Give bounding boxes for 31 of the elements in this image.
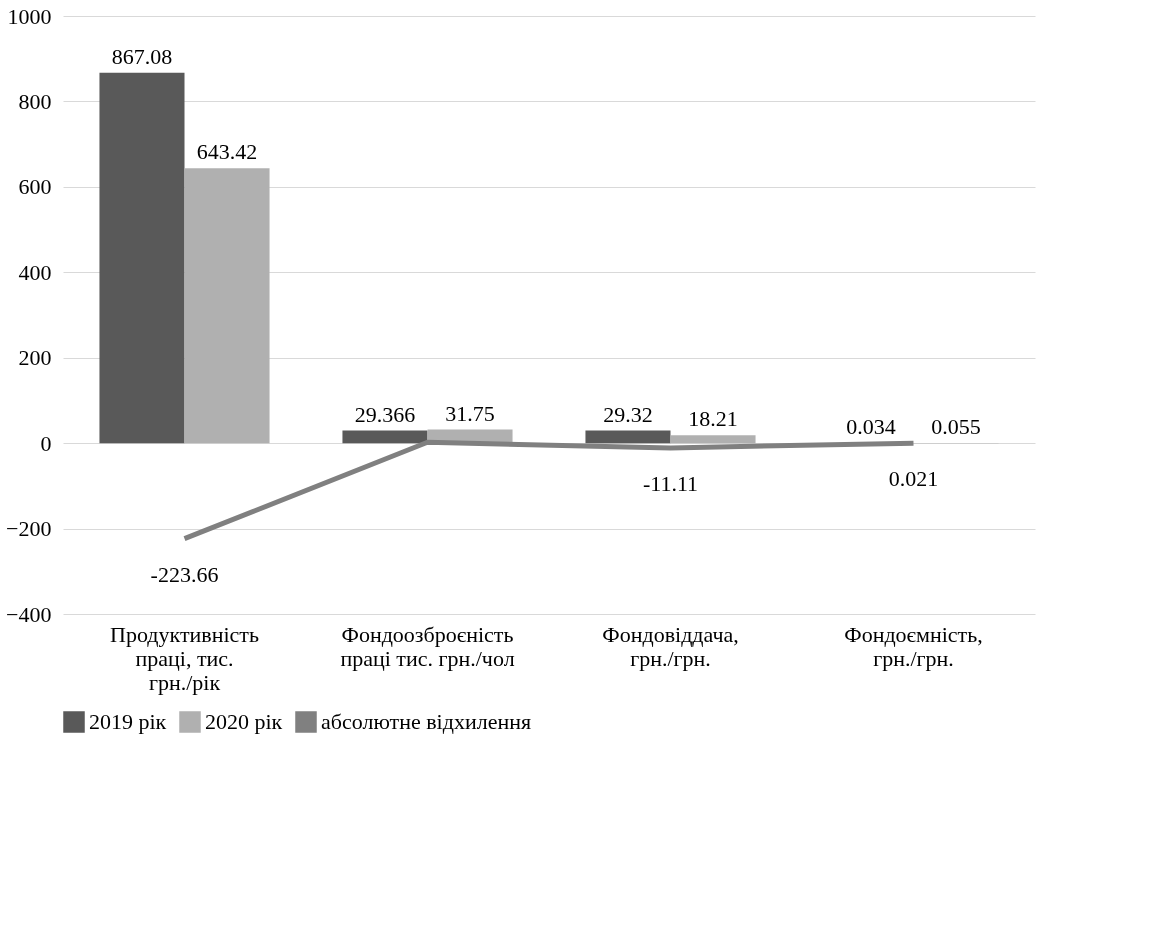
y-tick-label: 200: [18, 345, 52, 371]
data-label: 29.32: [603, 401, 653, 427]
data-label: 867.08: [111, 43, 173, 69]
data-label: 0.055: [931, 414, 981, 440]
y-tick-label: 400: [18, 259, 52, 285]
y-tick-label: 0: [40, 430, 52, 456]
y-tick-label: 800: [18, 88, 52, 114]
data-label: 0.034: [846, 414, 896, 440]
data-label: -11.11: [642, 470, 699, 496]
bar: [342, 430, 428, 444]
bar: [670, 435, 756, 444]
legend-label: абсолютне відхилення: [321, 709, 532, 734]
legend-label: 2019 рік: [89, 709, 167, 734]
x-tick-label: Фондоємність, грн./грн.: [844, 621, 983, 671]
y-tick-label: 600: [18, 174, 52, 200]
y-tick-label: −400: [6, 601, 52, 627]
bar: [99, 72, 185, 444]
data-label: 18.21: [688, 406, 738, 432]
bar: [184, 168, 270, 444]
x-tick-label: Продуктивність праці, тис. грн./рік: [110, 621, 259, 695]
y-tick-label: 1000: [7, 3, 52, 29]
x-tick-label: Фондоозброєність праці тис. грн./чол: [340, 621, 515, 671]
bar: [585, 430, 671, 444]
data-label: 31.75: [445, 400, 495, 426]
x-tick-label: Фондовіддача, грн./грн.: [602, 621, 739, 671]
data-label: -223.66: [150, 561, 219, 587]
data-label: 0.021: [888, 466, 939, 492]
data-label: 29.366: [354, 401, 416, 427]
legend-label: 2020 рік: [205, 709, 283, 734]
y-tick-label: −200: [6, 516, 52, 542]
data-label: 643.42: [196, 139, 258, 165]
